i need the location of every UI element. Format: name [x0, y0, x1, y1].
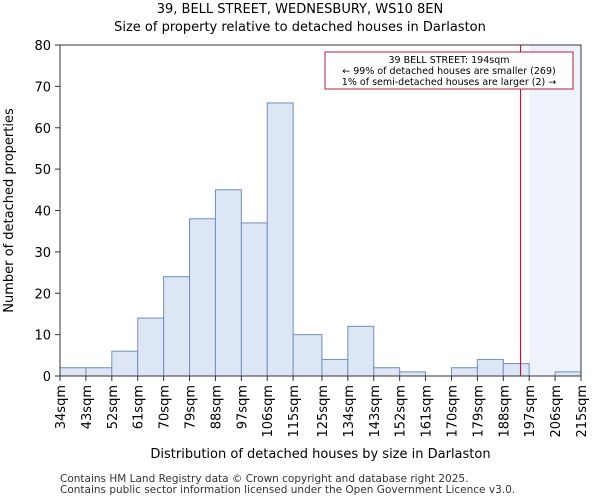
annotation-box	[324, 51, 574, 90]
y-tick-label: 20	[34, 287, 51, 302]
x-tick-label: 88sqm	[209, 385, 224, 429]
y-tick-label: 60	[34, 122, 51, 137]
x-tick-label: 170sqm	[445, 385, 460, 438]
histogram-bar	[373, 367, 401, 377]
histogram-chart: 0 10 20 30 40 50 60 70 80 34sqm 43sqm 52sqm 61sqm 70s…	[2, 39, 590, 462]
histogram-bar	[321, 358, 349, 377]
annotation-text: ← 99% of detached houses are smaller (26…	[342, 66, 555, 77]
x-tick-label: 215sqm	[575, 385, 590, 438]
x-tick-label: 125sqm	[316, 385, 331, 438]
chart-subtitle: Size of property relative to detached ho…	[114, 20, 486, 35]
footer-copyright: Contains HM Land Registry data © Crown c…	[60, 473, 469, 485]
annotation-text: 1% of semi-detached houses are larger (2…	[342, 77, 556, 88]
x-tick-label: 34sqm	[54, 385, 69, 429]
histogram-bar	[554, 371, 582, 377]
histogram-bar	[240, 222, 268, 377]
histogram-bar	[476, 358, 504, 377]
y-tick-label: 80	[34, 39, 51, 54]
y-tick-label: 40	[34, 205, 51, 220]
histogram-bar	[292, 334, 323, 377]
y-tick-label: 0	[43, 370, 51, 385]
histogram-bar	[347, 325, 375, 377]
x-tick-label: 179sqm	[471, 385, 486, 438]
x-axis-label: Distribution of detached houses by size …	[150, 447, 490, 462]
histogram-bar	[85, 367, 113, 377]
histogram-bar	[59, 367, 87, 377]
footer-licence: Contains public sector information licen…	[60, 484, 516, 496]
y-tick-label: 50	[34, 163, 51, 178]
histogram-bar	[189, 218, 216, 377]
y-tick-label: 70	[34, 80, 51, 95]
x-tick-label: 70sqm	[158, 385, 173, 429]
x-tick-label: 161sqm	[420, 385, 435, 438]
y-axis-label: Number of detached properties	[2, 108, 17, 313]
x-tick-label: 197sqm	[523, 385, 538, 438]
x-tick-label: 152sqm	[394, 385, 409, 438]
annotation-text: 39 BELL STREET: 194sqm	[388, 55, 509, 66]
y-tick-label: 10	[34, 329, 51, 344]
x-tick-label: 206sqm	[549, 385, 564, 438]
x-tick-label: 97sqm	[235, 385, 250, 429]
x-tick-label: 115sqm	[287, 385, 302, 438]
x-tick-label: 188sqm	[497, 385, 512, 438]
y-tick-label: 30	[34, 246, 51, 261]
x-tick-label: 52sqm	[106, 385, 121, 429]
shaded-region	[529, 45, 581, 376]
histogram-bar	[502, 363, 530, 377]
histogram-bar	[111, 350, 139, 377]
histogram-bar	[214, 189, 242, 377]
x-tick-label: 106sqm	[261, 385, 276, 438]
histogram-bar	[137, 317, 165, 377]
histogram-bar	[266, 102, 294, 377]
x-tick-label: 134sqm	[342, 385, 357, 438]
histogram-bar	[163, 276, 191, 377]
x-tick-label: 143sqm	[368, 385, 383, 438]
chart-title: 39, BELL STREET, WEDNESBURY, WS10 8EN	[156, 2, 444, 17]
histogram-bar	[450, 367, 478, 377]
histogram-bar	[399, 371, 427, 377]
x-tick-label: 43sqm	[80, 385, 95, 429]
x-tick-label: 79sqm	[184, 385, 199, 429]
x-tick-label: 61sqm	[132, 385, 147, 429]
